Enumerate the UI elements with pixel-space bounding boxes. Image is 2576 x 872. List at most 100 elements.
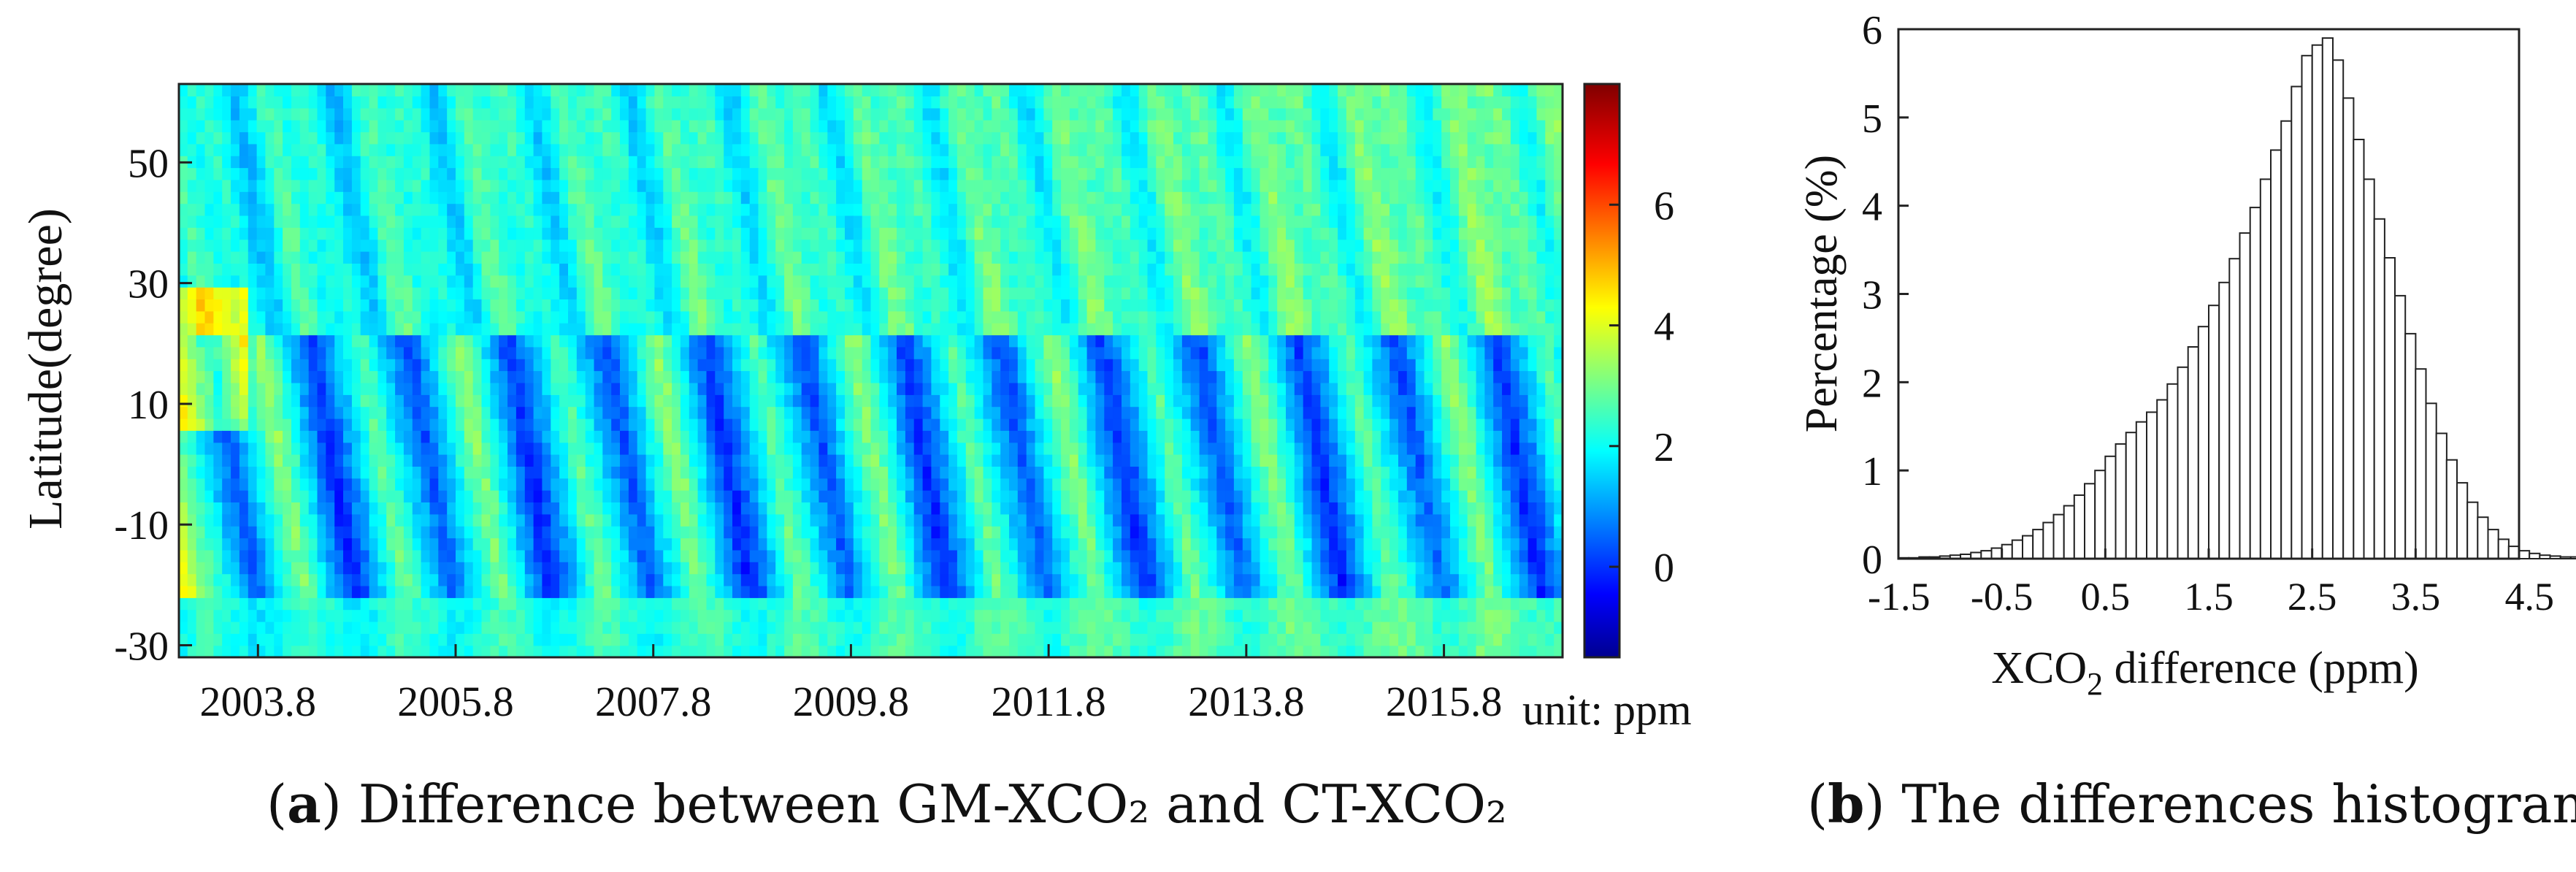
heatmap-cell [931, 406, 940, 419]
heatmap-cell [403, 478, 413, 491]
heatmap-cell [551, 406, 560, 419]
heatmap-cell [326, 454, 335, 467]
heatmap-cell [697, 239, 707, 252]
heatmap-cell [213, 346, 223, 359]
heatmap-cell [421, 466, 430, 479]
heatmap-cell [724, 478, 733, 491]
heatmap-cell [948, 609, 958, 622]
heatmap-cell [767, 310, 776, 324]
heatmap-cell [940, 96, 949, 109]
heatmap-cell [897, 120, 906, 133]
heatmap-cell [490, 442, 499, 455]
heatmap-cell [792, 549, 802, 562]
heatmap-cell [992, 406, 1001, 419]
heatmap-cell [749, 120, 759, 133]
heatmap-cell [231, 179, 240, 192]
heatmap-cell [931, 287, 940, 299]
heatmap-cell [1000, 346, 1010, 359]
heatmap-cell [213, 478, 223, 491]
heatmap-cell [879, 167, 889, 180]
heatmap-cell [767, 562, 776, 575]
heatmap-cell [922, 263, 932, 276]
heatmap-cell [291, 370, 301, 383]
heatmap-cell [819, 346, 828, 359]
heatmap-cell [317, 573, 326, 586]
heatmap-cell [542, 275, 551, 288]
heatmap-cell [179, 466, 188, 479]
heatmap-cell [196, 394, 206, 408]
heatmap-cell [1069, 191, 1079, 204]
heatmap-cell [403, 120, 413, 133]
heatmap-cell [456, 394, 465, 408]
heatmap-cell [922, 203, 932, 216]
heatmap-cell [827, 490, 837, 502]
heatmap-cell [196, 191, 206, 204]
heatmap-cell [706, 394, 716, 408]
heatmap-cell [758, 203, 767, 216]
heatmap-cell [187, 84, 197, 96]
heatmap-cell [283, 430, 292, 443]
heatmap-cell [628, 156, 638, 169]
heatmap-cell [222, 167, 231, 180]
heatmap-cell [749, 418, 759, 431]
heatmap-cell [291, 490, 301, 502]
heatmap-cell [499, 442, 508, 455]
heatmap-cell [611, 645, 621, 658]
heatmap-cell [611, 526, 621, 539]
heatmap-cell [283, 310, 292, 324]
heatmap-cell [308, 442, 318, 455]
heatmap-cell [515, 215, 526, 228]
heatmap-cell [1000, 454, 1010, 467]
heatmap-cell [283, 334, 292, 348]
heatmap-cell [481, 645, 491, 658]
heatmap-cell [351, 478, 361, 491]
heatmap-cell [231, 287, 240, 299]
heatmap-cell [456, 466, 465, 479]
heatmap-cell [724, 597, 733, 611]
heatmap-cell [1035, 502, 1044, 515]
heatmap-cell [447, 394, 456, 408]
heatmap-cell [490, 430, 499, 443]
heatmap-cell [1061, 609, 1070, 622]
heatmap-cell [568, 442, 578, 455]
heatmap-cell [524, 490, 534, 502]
heatmap-cell [1069, 156, 1079, 169]
heatmap-cell [412, 562, 422, 575]
heatmap-cell [308, 394, 318, 408]
heatmap-cell [490, 84, 499, 96]
heatmap-cell [732, 573, 742, 586]
heatmap-cell [515, 573, 526, 586]
heatmap-cell [576, 382, 586, 395]
heatmap-cell [369, 310, 378, 324]
heatmap-cell [429, 131, 439, 145]
heatmap-cell [697, 156, 707, 169]
heatmap-cell [248, 442, 258, 455]
heatmap-cell [767, 191, 776, 204]
heatmap-cell [1069, 538, 1079, 551]
heatmap-cell [1000, 287, 1010, 299]
heatmap-cell [913, 143, 924, 156]
heatmap-cell [957, 442, 967, 455]
heatmap-cell [792, 478, 802, 491]
heatmap-cell [845, 478, 854, 491]
heatmap-cell [767, 227, 776, 240]
heatmap-cell [585, 120, 595, 133]
heatmap-cell [836, 191, 846, 204]
heatmap-cell [974, 382, 984, 395]
heatmap-cell [879, 633, 889, 646]
heatmap-cell [1069, 526, 1079, 539]
heatmap-cell [715, 334, 724, 348]
heatmap-cell [438, 597, 448, 611]
heatmap-cell [412, 454, 422, 467]
heatmap-cell [715, 633, 724, 646]
heatmap-cell [775, 96, 785, 109]
heatmap-cell [974, 239, 984, 252]
heatmap-cell [611, 96, 621, 109]
heatmap-cell [377, 107, 387, 121]
heatmap-cell [360, 251, 370, 264]
heatmap-cell [551, 239, 560, 252]
heatmap-cell [231, 143, 240, 156]
heatmap-cell [317, 490, 326, 502]
heatmap-cell [965, 203, 975, 216]
heatmap-cell [637, 346, 647, 359]
